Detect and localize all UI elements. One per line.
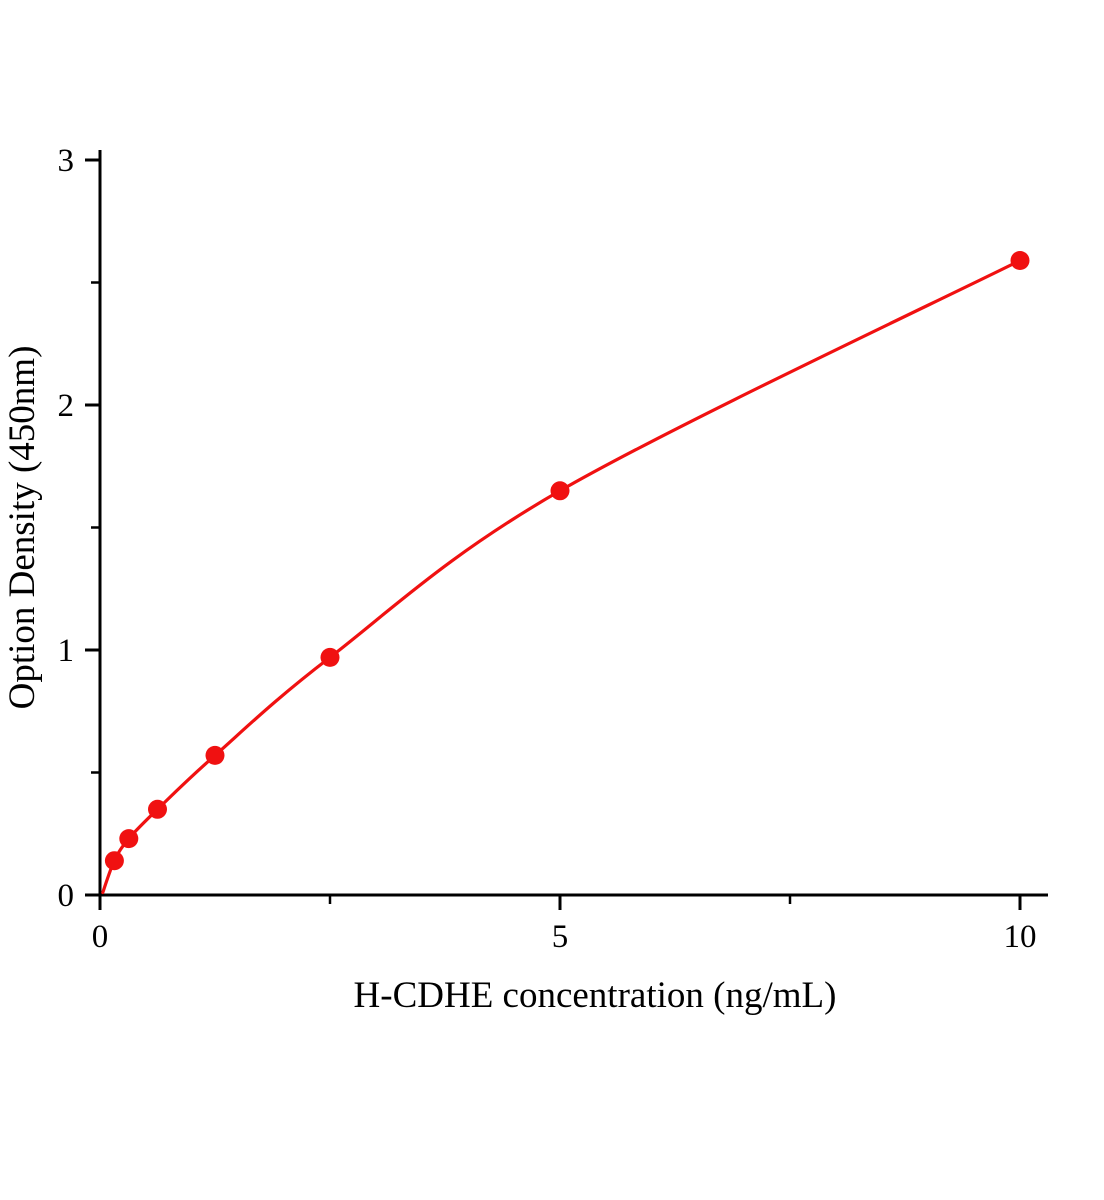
x-axis-label: H-CDHE concentration (ng/mL) [354,975,837,1016]
data-point [320,647,340,667]
x-tick-label: 10 [1004,919,1037,955]
data-point [119,829,139,849]
y-tick-label: 2 [58,388,75,424]
y-axis-label: Option Density (450nm) [2,346,43,710]
y-tick-label: 1 [58,633,75,669]
data-point [148,799,167,819]
x-tick-label: 5 [552,919,569,955]
data-point [550,481,570,501]
curve-line [101,258,1022,895]
x-tick-label: 0 [92,919,109,955]
data-point [1010,251,1030,270]
y-tick-label: 3 [58,143,75,179]
data-point [205,745,225,765]
data-point [104,851,124,871]
y-tick-label: 0 [58,878,75,914]
